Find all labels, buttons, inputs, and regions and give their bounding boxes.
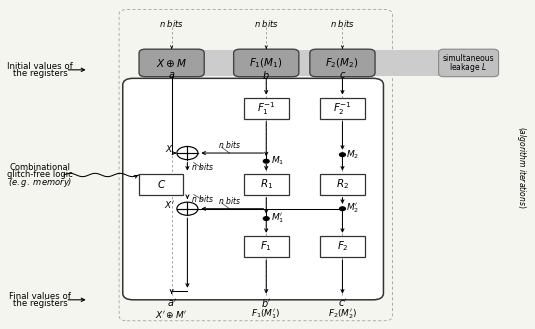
Text: $R_1$: $R_1$	[259, 177, 273, 191]
FancyBboxPatch shape	[310, 49, 375, 77]
Text: simultaneous: simultaneous	[443, 54, 494, 63]
Text: $F_2(M_2')$: $F_2(M_2')$	[327, 308, 357, 321]
Text: $b'$: $b'$	[261, 297, 272, 309]
Text: $M_2'$: $M_2'$	[346, 202, 360, 215]
Text: $X' \oplus M'$: $X' \oplus M'$	[156, 309, 188, 320]
Text: $b$: $b$	[262, 69, 270, 81]
Circle shape	[263, 160, 269, 163]
FancyBboxPatch shape	[139, 49, 204, 77]
Text: $n$ bits: $n$ bits	[254, 18, 279, 29]
Text: $a'$: $a'$	[166, 297, 177, 309]
FancyBboxPatch shape	[234, 49, 299, 77]
Text: Initial values of: Initial values of	[7, 62, 73, 71]
Text: $C$: $C$	[157, 178, 166, 190]
Bar	[139, 50, 440, 76]
Text: $(algorithm$ $iterations)$: $(algorithm$ $iterations)$	[515, 126, 528, 209]
Circle shape	[263, 217, 269, 220]
Text: $F_1$: $F_1$	[260, 240, 272, 253]
Circle shape	[177, 146, 198, 160]
Text: glitch-free logic: glitch-free logic	[7, 170, 73, 180]
Text: the registers: the registers	[13, 69, 67, 78]
Text: $X'$: $X'$	[164, 199, 174, 210]
Text: $a$: $a$	[168, 70, 175, 80]
Circle shape	[340, 153, 346, 157]
Text: leakage $L$: leakage $L$	[449, 61, 488, 74]
Bar	[320, 173, 365, 195]
Text: $n$ bits: $n$ bits	[190, 161, 213, 172]
Text: $M_1$: $M_1$	[271, 155, 285, 167]
Text: $c$: $c$	[339, 70, 346, 80]
Text: $M_2$: $M_2$	[346, 148, 360, 161]
Bar	[244, 97, 288, 119]
Text: $X$: $X$	[165, 143, 173, 154]
Text: $M_1'$: $M_1'$	[271, 212, 285, 225]
Text: $F_1(M_1')$: $F_1(M_1')$	[251, 308, 281, 321]
Text: $n$ bits: $n$ bits	[218, 139, 241, 150]
FancyBboxPatch shape	[123, 78, 384, 300]
Text: $n$ bits: $n$ bits	[330, 18, 355, 29]
FancyBboxPatch shape	[439, 49, 499, 77]
Text: $R_2$: $R_2$	[336, 177, 349, 191]
Text: $n$ bits: $n$ bits	[190, 193, 213, 204]
Bar	[320, 236, 365, 257]
Text: $F_2$: $F_2$	[337, 240, 348, 253]
Bar	[244, 236, 288, 257]
Bar	[139, 173, 184, 195]
Text: $F_1(M_1)$: $F_1(M_1)$	[249, 56, 283, 70]
Text: $c'$: $c'$	[338, 297, 347, 309]
Bar	[244, 173, 288, 195]
Text: $F_2^{-1}$: $F_2^{-1}$	[333, 100, 352, 116]
Text: the registers: the registers	[13, 299, 67, 308]
Text: $n$ bits: $n$ bits	[218, 195, 241, 206]
Text: ($e.g.$ memory): ($e.g.$ memory)	[8, 176, 72, 189]
Text: Combinational: Combinational	[10, 163, 71, 172]
Text: $F_2(M_2)$: $F_2(M_2)$	[325, 56, 360, 70]
Bar	[320, 97, 365, 119]
Text: $F_1^{-1}$: $F_1^{-1}$	[257, 100, 276, 116]
Text: $n$ bits: $n$ bits	[159, 18, 184, 29]
Text: $X \oplus M$: $X \oplus M$	[156, 57, 187, 69]
Text: Final values of: Final values of	[9, 292, 71, 301]
Circle shape	[340, 207, 346, 211]
Circle shape	[177, 202, 198, 215]
